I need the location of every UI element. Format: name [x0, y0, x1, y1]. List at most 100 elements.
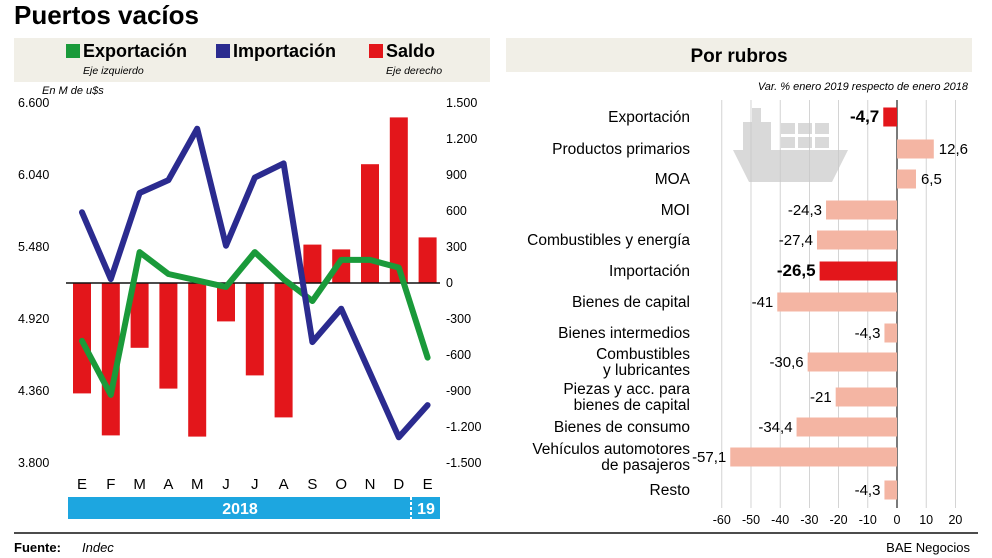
- import-line-point: [309, 339, 315, 345]
- legend-sub-2: Eje derecho: [386, 65, 442, 77]
- export-line-point: [396, 264, 402, 271]
- saldo-bar: [245, 283, 264, 376]
- publisher: BAE Negocios: [886, 540, 970, 555]
- y-axis-title: En M de u$s: [42, 85, 104, 97]
- legend-label-1: Importación: [233, 41, 336, 61]
- category-label: Bienes de consumo: [554, 419, 690, 436]
- category-label-line: Resto: [650, 482, 691, 499]
- y-right-tick: 1.200: [446, 132, 477, 146]
- x-tick-label: -30: [800, 513, 818, 527]
- month-label: J: [222, 476, 230, 493]
- value-label: -41: [752, 294, 774, 311]
- rubro-bar: [796, 417, 897, 437]
- value-label: -34,4: [758, 419, 792, 436]
- import-line-point: [223, 243, 229, 249]
- x-tick-label: 0: [894, 513, 901, 527]
- value-label: -30,6: [769, 354, 803, 371]
- import-line-point: [281, 160, 287, 167]
- category-label-line: Bienes de consumo: [554, 419, 690, 436]
- rubro-bar: [897, 169, 916, 189]
- right-chart: -60 -50 -40 -30 -20 -10 0 10 20 Exportación -4,7 Pr…: [527, 100, 968, 527]
- rubro-bar: [884, 480, 897, 500]
- category-label: Vehículos automotores de pasajeros: [532, 441, 690, 474]
- value-label: -24,3: [788, 202, 822, 219]
- category-label-line: Vehículos automotores: [532, 441, 690, 458]
- ship-cabin: [743, 122, 771, 150]
- rubro-bar: [835, 387, 897, 407]
- value-label: 12,6: [939, 141, 968, 158]
- y-left-tick: 4.920: [18, 312, 49, 326]
- category-label: Exportación: [608, 109, 690, 126]
- month-label: A: [279, 476, 289, 493]
- category-label-line: Piezas y acc. para: [563, 381, 690, 398]
- y-right-tick: -300: [446, 312, 471, 326]
- value-label: -4,3: [855, 325, 881, 342]
- month-label: F: [106, 476, 115, 493]
- month-label: D: [393, 476, 404, 493]
- rubro-bar: [826, 200, 897, 220]
- legend-label-2: Saldo: [386, 41, 435, 61]
- rubros-title: Por rubros: [690, 46, 787, 67]
- legend-swatch-1: [216, 44, 230, 58]
- value-label: -27,4: [779, 232, 813, 249]
- category-label: Bienes intermedios: [558, 325, 690, 342]
- y-right-tick: -1.500: [446, 456, 481, 470]
- category-label-line: de pasajeros: [601, 457, 690, 474]
- category-label: Productos primarios: [552, 141, 690, 158]
- ship-container: [798, 137, 812, 148]
- import-line-point: [396, 434, 402, 440]
- y-right-tick: -900: [446, 384, 471, 398]
- month-label: O: [335, 476, 347, 493]
- legend: Exportación Eje izquierdo Importación Saldo…: [66, 41, 442, 77]
- import-line-point: [79, 209, 85, 215]
- value-label: -4,3: [855, 482, 881, 499]
- value-label: -26,5: [777, 261, 816, 280]
- ship-container: [815, 123, 829, 134]
- export-line-point: [223, 284, 229, 290]
- export-line-point: [165, 271, 171, 277]
- y-right-tick: 1.500: [446, 96, 477, 110]
- saldo-bar: [130, 283, 149, 348]
- export-line-point: [309, 298, 315, 304]
- import-line-point: [165, 177, 171, 183]
- month-label: M: [191, 476, 204, 493]
- saldo-bar: [188, 283, 207, 437]
- y-right-tick: 0: [446, 276, 453, 290]
- x-tick-label: -50: [742, 513, 760, 527]
- category-label-line: MOA: [655, 171, 691, 188]
- year-band-bar: [68, 497, 440, 519]
- category-label-line: Productos primarios: [552, 141, 690, 158]
- x-tick-label: -40: [771, 513, 789, 527]
- month-label: M: [133, 476, 146, 493]
- page-title: Puertos vacíos: [14, 0, 199, 30]
- rubro-bar: [897, 139, 934, 159]
- saldo-bar: [389, 117, 408, 284]
- rubros-header: [506, 38, 972, 72]
- export-line-point: [281, 276, 287, 282]
- saldo-bar: [101, 283, 120, 436]
- ship-container: [781, 137, 795, 148]
- saldo-bar: [418, 237, 437, 283]
- rubro-bar: [816, 230, 897, 250]
- export-line-point: [137, 249, 143, 255]
- import-line-point: [425, 402, 431, 408]
- category-label-line: Exportación: [608, 109, 690, 126]
- year-label-19: 19: [417, 501, 435, 518]
- ship-icon: [733, 108, 848, 182]
- y-left-tick: 6.600: [18, 96, 49, 110]
- saldo-bar: [159, 283, 178, 389]
- x-tick-label: -20: [830, 513, 848, 527]
- export-line-point: [194, 277, 200, 284]
- ship-container: [815, 137, 829, 148]
- legend-panel: [14, 38, 490, 82]
- category-label: MOI: [661, 202, 690, 219]
- category-label: Bienes de capital: [572, 294, 690, 311]
- saldo-bar: [303, 244, 322, 283]
- export-line-point: [425, 354, 431, 361]
- y-right-tick: 600: [446, 204, 467, 218]
- rubro-bar: [777, 292, 897, 312]
- category-label: Piezas y acc. para bienes de capital: [563, 381, 690, 414]
- import-line-point: [338, 306, 344, 312]
- value-label: -57,1: [692, 449, 726, 466]
- import-line-point: [367, 370, 373, 376]
